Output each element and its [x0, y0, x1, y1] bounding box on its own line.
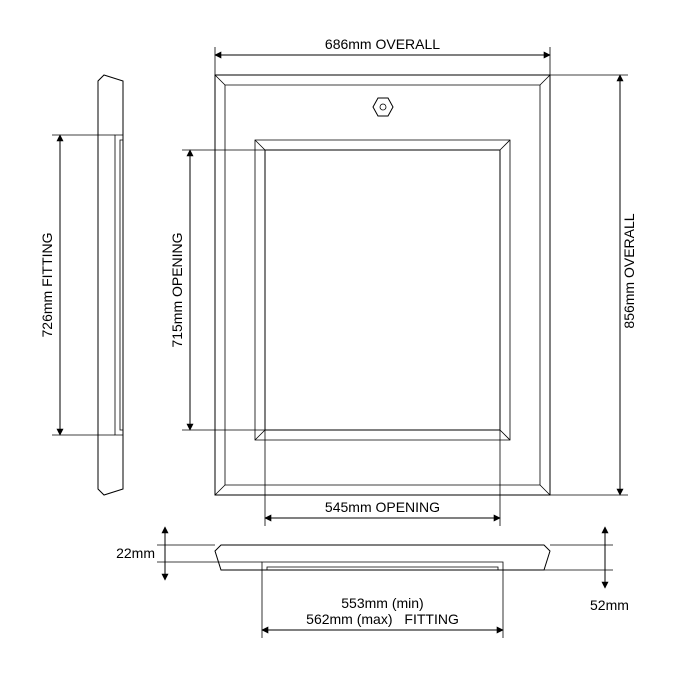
dim-bottom-opening: 545mm OPENING	[265, 430, 500, 526]
label-left-fitting: 726mm FITTING	[39, 232, 55, 337]
dim-bottom-fitting: 553mm (min) 562mm (max) FITTING	[262, 570, 503, 638]
svg-text:562mm (max) FITTING: 562mm (max) FITTING	[306, 611, 459, 627]
label-22mm: 22mm	[116, 545, 155, 561]
dim-52mm: 52mm	[503, 527, 629, 613]
label-right-overall: 856mm OVERALL	[621, 213, 637, 328]
label-52mm: 52mm	[590, 597, 629, 613]
label-bottom-fit-min: 553mm (min)	[341, 595, 423, 611]
side-profile	[98, 75, 123, 495]
lock-icon	[373, 98, 393, 116]
dim-right-overall: 856mm OVERALL	[550, 75, 637, 495]
svg-text:553mm (min): 553mm (min)	[341, 595, 423, 611]
dim-22mm: 22mm	[116, 527, 262, 580]
dim-top-overall: 686mm OVERALL	[215, 36, 550, 75]
label-bottom-fit-word: FITTING	[404, 611, 458, 627]
label-bottom-fit-max: 562mm (max)	[306, 611, 392, 627]
label-bottom-opening: 545mm OPENING	[325, 499, 440, 515]
dim-left-opening: 715mm OPENING	[169, 150, 265, 430]
label-top-overall: 686mm OVERALL	[325, 36, 440, 52]
dim-left-fitting: 726mm FITTING	[39, 135, 115, 435]
label-left-opening: 715mm OPENING	[169, 232, 185, 347]
bottom-section	[215, 545, 550, 570]
